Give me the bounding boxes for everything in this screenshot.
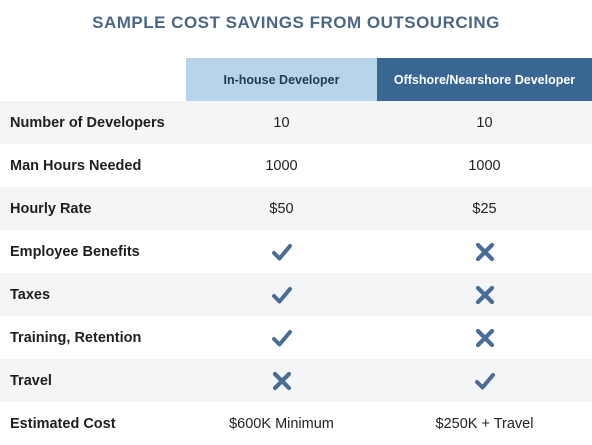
table-row: Employee Benefits: [0, 230, 592, 273]
offshore-value-cell: [377, 316, 592, 359]
offshore-value-cell: $25: [377, 187, 592, 230]
cross-icon: [475, 328, 494, 347]
row-label: Training, Retention: [0, 316, 186, 359]
row-label: Employee Benefits: [0, 230, 186, 273]
table-row: Taxes: [0, 273, 592, 316]
header-offshore-developer: Offshore/Nearshore Developer: [377, 58, 592, 101]
inhouse-value-cell: 1000: [186, 144, 377, 187]
inhouse-value-cell: [186, 359, 377, 402]
check-icon: [271, 243, 292, 260]
row-label: Estimated Cost: [0, 402, 186, 445]
table-row: Man Hours Needed 1000 1000: [0, 144, 592, 187]
check-icon: [271, 286, 292, 303]
row-label: Number of Developers: [0, 101, 186, 144]
table-row: Hourly Rate $50 $25: [0, 187, 592, 230]
check-icon: [474, 372, 495, 389]
inhouse-value-cell: [186, 273, 377, 316]
inhouse-value-cell: 10: [186, 101, 377, 144]
cross-icon: [475, 242, 494, 261]
row-label: Hourly Rate: [0, 187, 186, 230]
row-label: Man Hours Needed: [0, 144, 186, 187]
table-row: Travel: [0, 359, 592, 402]
cost-comparison-table: In-house Developer Offshore/Nearshore De…: [0, 58, 592, 445]
inhouse-value-cell: $600K Minimum: [186, 402, 377, 445]
inhouse-value-cell: [186, 316, 377, 359]
table-row: Estimated Cost $600K Minimum $250K + Trave…: [0, 402, 592, 445]
table-row: Number of Developers 10 10: [0, 101, 592, 144]
inhouse-value-cell: [186, 230, 377, 273]
header-inhouse-developer: In-house Developer: [186, 58, 377, 101]
offshore-value-cell: $250K + Travel: [377, 402, 592, 445]
offshore-value-cell: [377, 359, 592, 402]
page-title: SAMPLE COST SAVINGS FROM OUTSOURCING: [92, 13, 500, 32]
offshore-value-cell: 10: [377, 101, 592, 144]
check-icon: [271, 329, 292, 346]
cross-icon: [475, 285, 494, 304]
cross-icon: [272, 371, 291, 390]
offshore-value-cell: [377, 273, 592, 316]
table-header-row: In-house Developer Offshore/Nearshore De…: [0, 58, 592, 101]
row-label: Taxes: [0, 273, 186, 316]
header-empty-cell: [0, 58, 186, 101]
offshore-value-cell: 1000: [377, 144, 592, 187]
inhouse-value-cell: $50: [186, 187, 377, 230]
offshore-value-cell: [377, 230, 592, 273]
table-row: Training, Retention: [0, 316, 592, 359]
row-label: Travel: [0, 359, 186, 402]
